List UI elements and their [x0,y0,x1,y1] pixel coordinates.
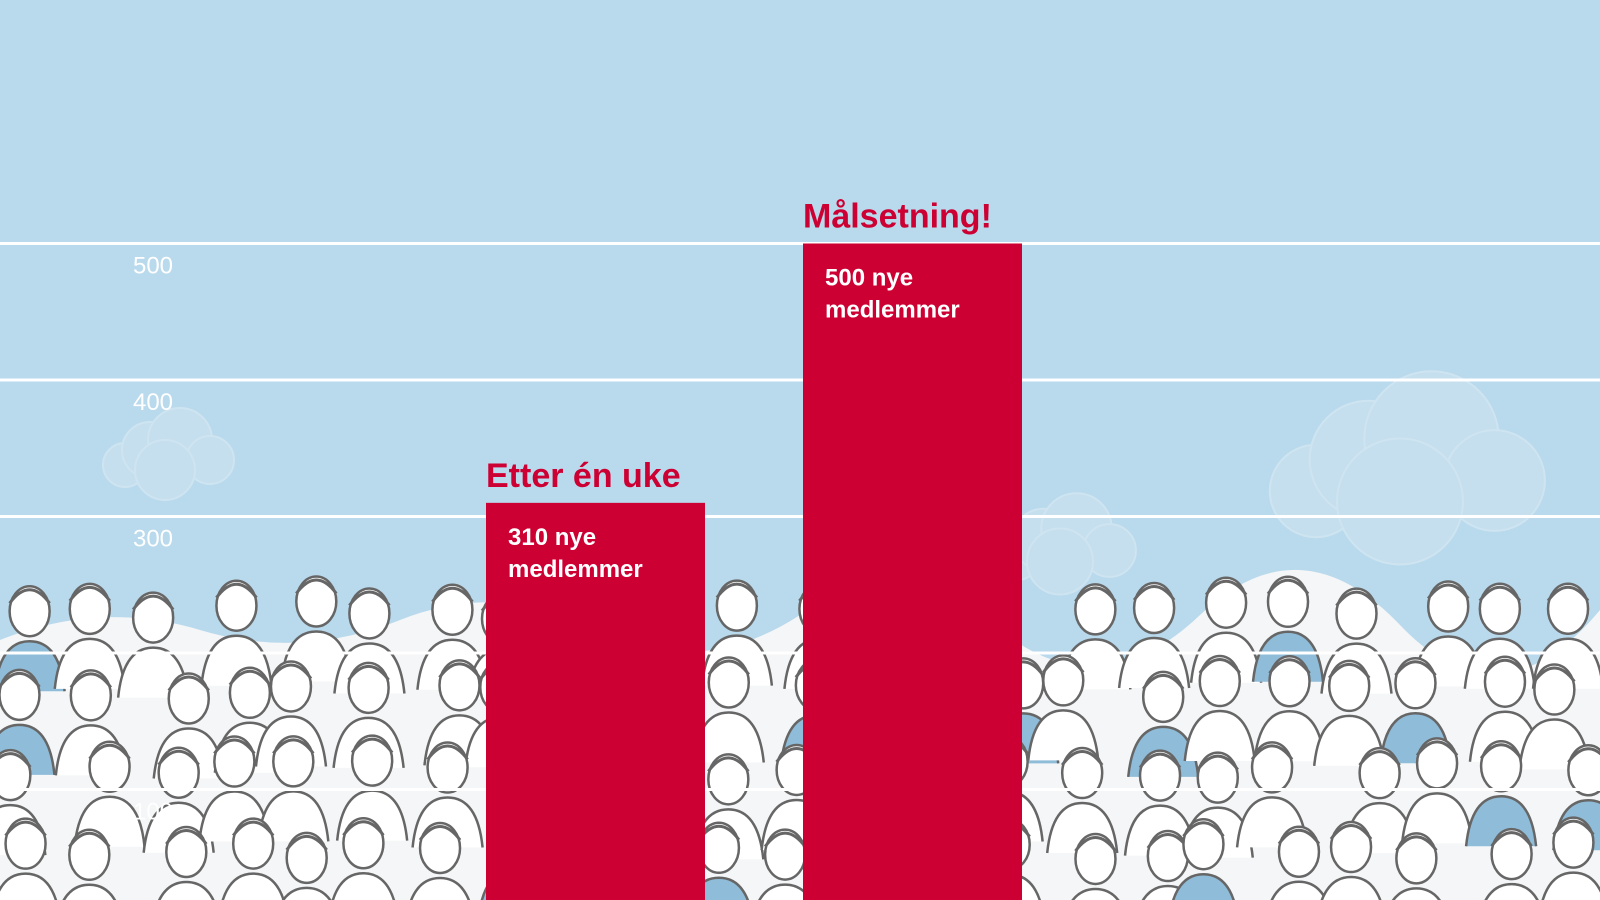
y-axis-ticks: 100 200 300 400 500 [133,253,173,826]
crowd-person [200,579,273,686]
crowd-person [73,740,146,847]
crowd-person [62,828,117,900]
gridlines [0,242,1600,791]
y-tick-label: 100 [133,799,173,826]
crowd-person [692,656,766,763]
category-label: Etter én uke [486,457,681,495]
crowd-person [116,591,190,698]
crowd-person [411,741,484,848]
bars: Etter én uke 310 nye medlemmer Målsetning! 5… [486,198,1022,900]
crowd-person [1117,581,1191,689]
bar [803,243,1022,900]
crowd-person [257,735,330,842]
crowd-person [1027,654,1100,761]
y-tick-label: 500 [133,253,173,280]
crowd-person [1172,817,1235,900]
data-label: 500 nye [825,265,913,292]
crowd-person [1320,820,1382,900]
crowd-illustration [0,569,1600,900]
category-label: Målsetning! [803,198,992,236]
crowd-person [1045,746,1119,854]
y-tick-label: 200 [133,662,173,689]
crowd-person [1391,832,1441,900]
crowd-person [1270,825,1328,900]
crowd-person [331,817,396,900]
y-tick-label: 300 [133,526,173,553]
crowd-person [409,821,471,900]
y-tick-label: 400 [133,389,173,416]
cloud [1268,370,1546,566]
crowd-person [1071,832,1120,900]
cloud [102,407,235,501]
crowd-person [53,582,127,689]
data-label: medlemmer [508,556,643,583]
crowd-person [281,831,332,900]
crowd-person [1541,816,1600,900]
data-label: medlemmer [825,297,960,324]
data-label: 310 nye [508,524,596,551]
crowd-person [1183,654,1257,762]
bar [486,502,705,900]
crowd-person [758,828,813,900]
crowd-person [158,825,215,900]
crowd-person [1531,582,1600,689]
crowd-person [221,817,285,900]
crowd-person [0,817,58,900]
crowd-person [1484,827,1539,900]
